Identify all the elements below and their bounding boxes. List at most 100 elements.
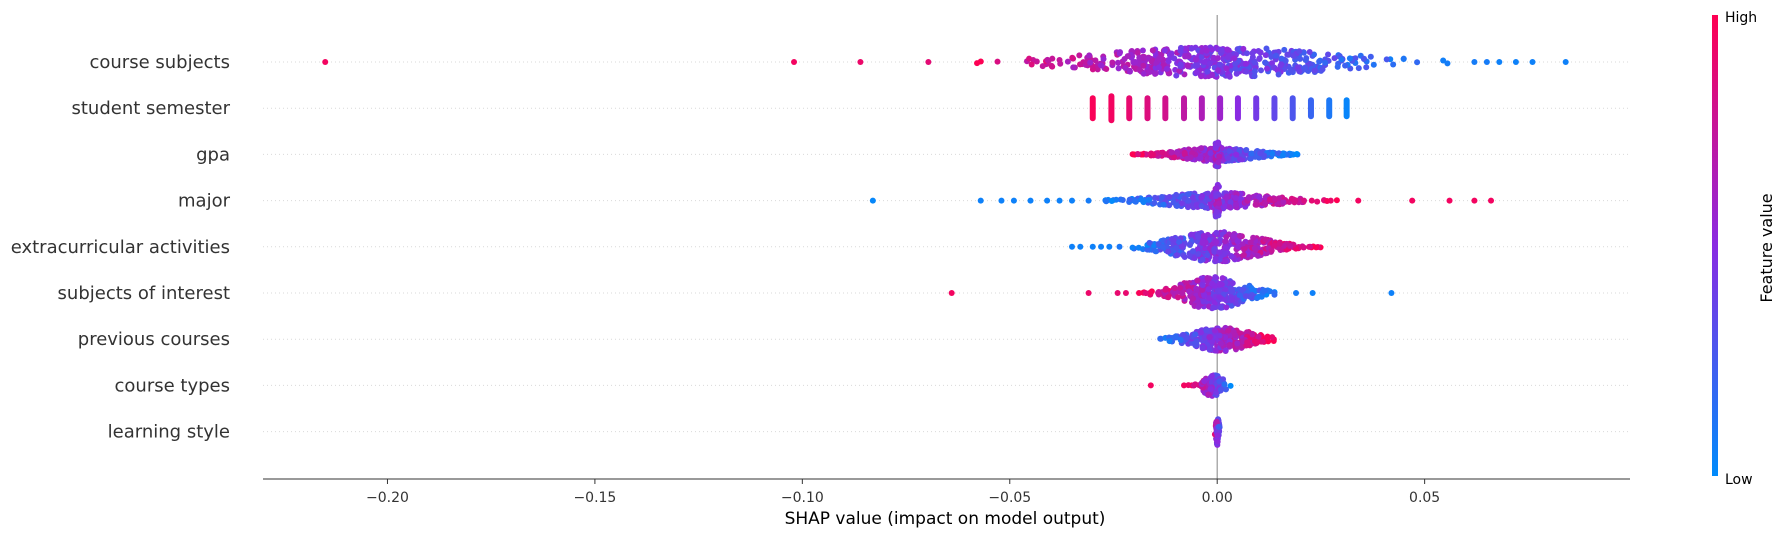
shap-point: [1225, 327, 1232, 334]
shap-point: [1414, 59, 1421, 66]
shap-point: [1184, 155, 1191, 162]
shap-point: [1190, 295, 1197, 302]
shap-point: [1221, 251, 1228, 258]
shap-point: [1211, 300, 1218, 307]
shap-point: [1160, 201, 1167, 208]
shap-point: [1185, 53, 1192, 60]
shap-point: [1103, 198, 1110, 205]
shap-point: [1223, 304, 1230, 311]
shap-point: [1230, 233, 1237, 240]
shap-point: [1198, 73, 1205, 80]
feature-dots: [1147, 372, 1234, 399]
shap-point: [1218, 304, 1225, 311]
shap-point: [1213, 193, 1220, 200]
shap-point: [1146, 239, 1153, 246]
shap-point: [1179, 290, 1186, 297]
shap-point: [1150, 242, 1157, 249]
shap-point: [1134, 151, 1141, 158]
shap-point: [1279, 152, 1286, 159]
shap-point: [1266, 196, 1273, 203]
shap-point: [1158, 194, 1165, 201]
shap-point: [1222, 386, 1229, 393]
shap-point: [1275, 71, 1282, 78]
shap-point: [1308, 197, 1315, 204]
shap-point: [1044, 56, 1051, 63]
shap-point: [1331, 55, 1338, 62]
shap-point: [1207, 385, 1214, 392]
feature-label: extracurricular activities: [11, 237, 230, 258]
feature-dots: [1157, 324, 1277, 354]
shap-point: [1166, 338, 1173, 345]
shap-point: [1168, 149, 1175, 156]
shap-outlier-point: [1085, 197, 1092, 204]
shap-point: [1400, 55, 1407, 62]
shap-point: [1203, 327, 1210, 334]
shap-point: [1257, 150, 1264, 157]
shap-point: [1109, 59, 1116, 66]
shap-outlier-point: [1077, 243, 1084, 250]
shap-point: [1226, 73, 1233, 80]
shap-point: [1185, 284, 1192, 291]
shap-point: [1227, 382, 1234, 389]
shap-point: [1142, 290, 1149, 297]
shap-point: [1087, 59, 1094, 66]
shap-point: [1136, 66, 1143, 73]
shap-point: [1215, 159, 1222, 166]
shap-point: [1114, 59, 1121, 66]
shap-point: [1234, 243, 1241, 250]
shap-point: [1126, 196, 1133, 203]
shap-point: [1147, 289, 1154, 296]
shap-point: [1178, 200, 1185, 207]
shap-point-stack: [1234, 95, 1241, 122]
shap-point: [1216, 249, 1223, 256]
shap-outlier-point: [1010, 197, 1017, 204]
feature-dots: [322, 44, 1569, 80]
shap-point: [1188, 45, 1195, 52]
shap-point: [1171, 285, 1178, 292]
shap-point: [1174, 294, 1181, 301]
shap-point: [1205, 391, 1212, 398]
shap-point: [1163, 65, 1170, 72]
shap-point: [1195, 234, 1202, 241]
shap-outlier-point: [1068, 243, 1075, 250]
shap-point: [1262, 59, 1269, 66]
shap-point: [1186, 288, 1193, 295]
shap-point: [1094, 66, 1101, 73]
shap-point: [1229, 296, 1236, 303]
feature-label: gpa: [196, 144, 230, 165]
shap-point: [1251, 245, 1258, 252]
shap-point: [1284, 51, 1291, 58]
shap-point: [1218, 340, 1225, 347]
shap-point: [1224, 54, 1231, 61]
shap-point: [1155, 291, 1162, 298]
shap-point: [1200, 298, 1207, 305]
x-tick-label: −0.10: [781, 490, 824, 506]
shap-point: [1355, 65, 1362, 72]
shap-point: [1306, 48, 1313, 55]
shap-point: [1185, 197, 1192, 204]
shap-point: [1232, 332, 1239, 339]
shap-point: [1367, 53, 1374, 60]
shap-point: [1342, 62, 1349, 69]
shap-point: [1221, 381, 1228, 388]
shap-point: [1200, 232, 1207, 239]
shap-point: [1124, 53, 1131, 60]
shap-outlier-point: [1106, 243, 1113, 250]
shap-outlier-point: [322, 59, 329, 65]
shap-point: [1198, 203, 1205, 210]
shap-point: [1210, 304, 1217, 311]
shap-point: [1240, 246, 1247, 253]
shap-outlier-point: [1147, 382, 1154, 389]
shap-point: [1249, 331, 1256, 338]
shap-point: [1198, 194, 1205, 201]
shap-point: [1140, 55, 1147, 62]
x-tick-label: −0.15: [573, 490, 616, 506]
shap-point: [1215, 139, 1222, 146]
shap-outlier-point: [1388, 290, 1395, 296]
shap-point: [1216, 294, 1223, 301]
shap-point: [1222, 334, 1229, 341]
shap-point: [1256, 193, 1263, 200]
shap-outlier-point: [1056, 197, 1063, 204]
shap-point: [1207, 150, 1214, 157]
shap-point: [1346, 55, 1353, 62]
